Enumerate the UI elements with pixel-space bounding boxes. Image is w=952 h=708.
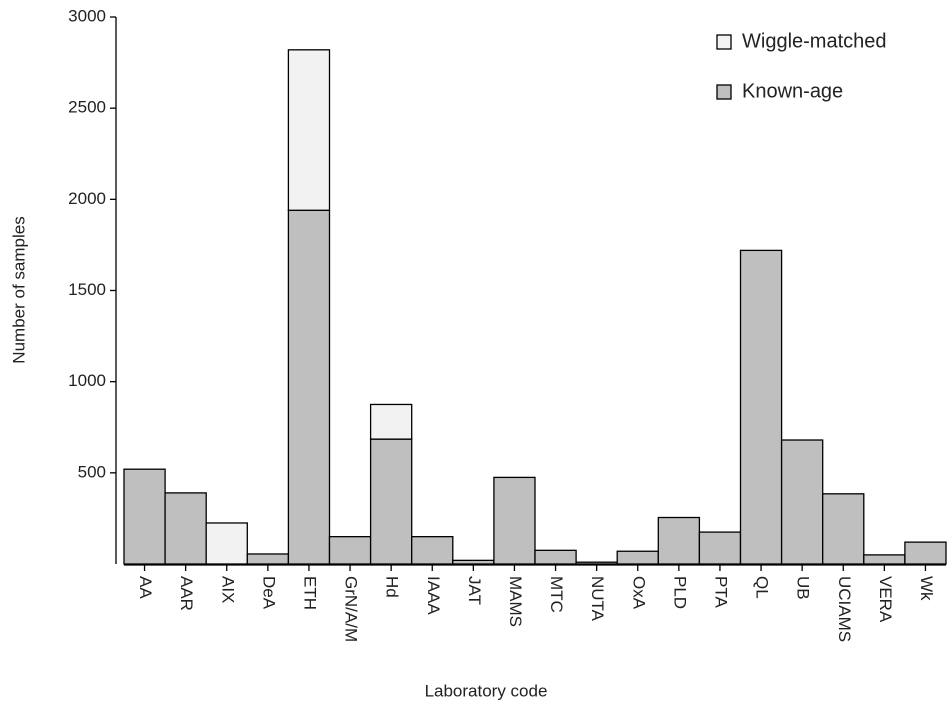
y-tick-label: 1000 (68, 371, 106, 390)
y-tick-label: 2500 (68, 98, 106, 117)
x-tick-label: UCIAMS (835, 576, 854, 642)
y-tick-label: 500 (78, 462, 106, 481)
x-tick-label: NUTA (588, 576, 607, 622)
y-tick-label: 1500 (68, 280, 106, 299)
bar-segment (698, 531, 742, 565)
x-tick-label: JAT (465, 576, 484, 605)
x-tick-label: PLD (670, 576, 689, 609)
bar-segment (164, 492, 207, 565)
y-tick-label: 3000 (68, 6, 106, 25)
bar-segment (863, 554, 906, 565)
bar-segment (780, 439, 824, 565)
x-tick-label: QL (753, 576, 772, 599)
legend-swatch (716, 34, 732, 50)
bar-segment (575, 561, 618, 565)
x-tick-label: VERA (876, 576, 895, 623)
bar-segment (369, 438, 413, 565)
x-tick-label: UB (794, 576, 813, 600)
bar-segment (657, 516, 701, 565)
bar-segment (287, 49, 331, 211)
x-tick-label: Hd (383, 576, 402, 598)
bar-segment (411, 536, 454, 565)
x-tick-label: PTA (711, 576, 730, 608)
y-tick-label: 2000 (68, 189, 106, 208)
bar-segment (739, 249, 783, 565)
bar-segment (822, 493, 865, 565)
bar-segment (287, 209, 331, 565)
x-tick-label: GrN/A/M (342, 576, 361, 642)
y-axis-label: Number of samples (9, 216, 28, 363)
x-tick-label: AIX (218, 576, 237, 603)
x-tick-label: MAMS (506, 576, 525, 627)
x-tick-label: IAAA (424, 576, 443, 615)
bar-segment (246, 553, 290, 565)
bar-segment (123, 468, 166, 565)
legend-label: Wiggle-matched (742, 30, 887, 52)
bar-segment (493, 476, 536, 565)
x-tick-label: AA (136, 576, 155, 599)
legend-label: Known-age (742, 80, 843, 102)
x-tick-label: OxA (629, 576, 648, 610)
x-axis-label: Laboratory code (425, 681, 548, 700)
bar-segment (328, 536, 372, 565)
legend-swatch (716, 84, 732, 100)
bar-segment (904, 541, 947, 565)
x-tick-label: ETH (300, 576, 319, 610)
bar-segment (205, 522, 248, 565)
x-tick-label: DeA (259, 576, 278, 610)
bar-segment (452, 559, 495, 565)
bar-segment (369, 403, 413, 440)
bar-segment (616, 550, 659, 565)
x-tick-label: Wk (917, 576, 936, 601)
x-tick-label: MTC (547, 576, 566, 613)
bar-segment (534, 549, 577, 565)
x-tick-label: AAR (177, 576, 196, 611)
